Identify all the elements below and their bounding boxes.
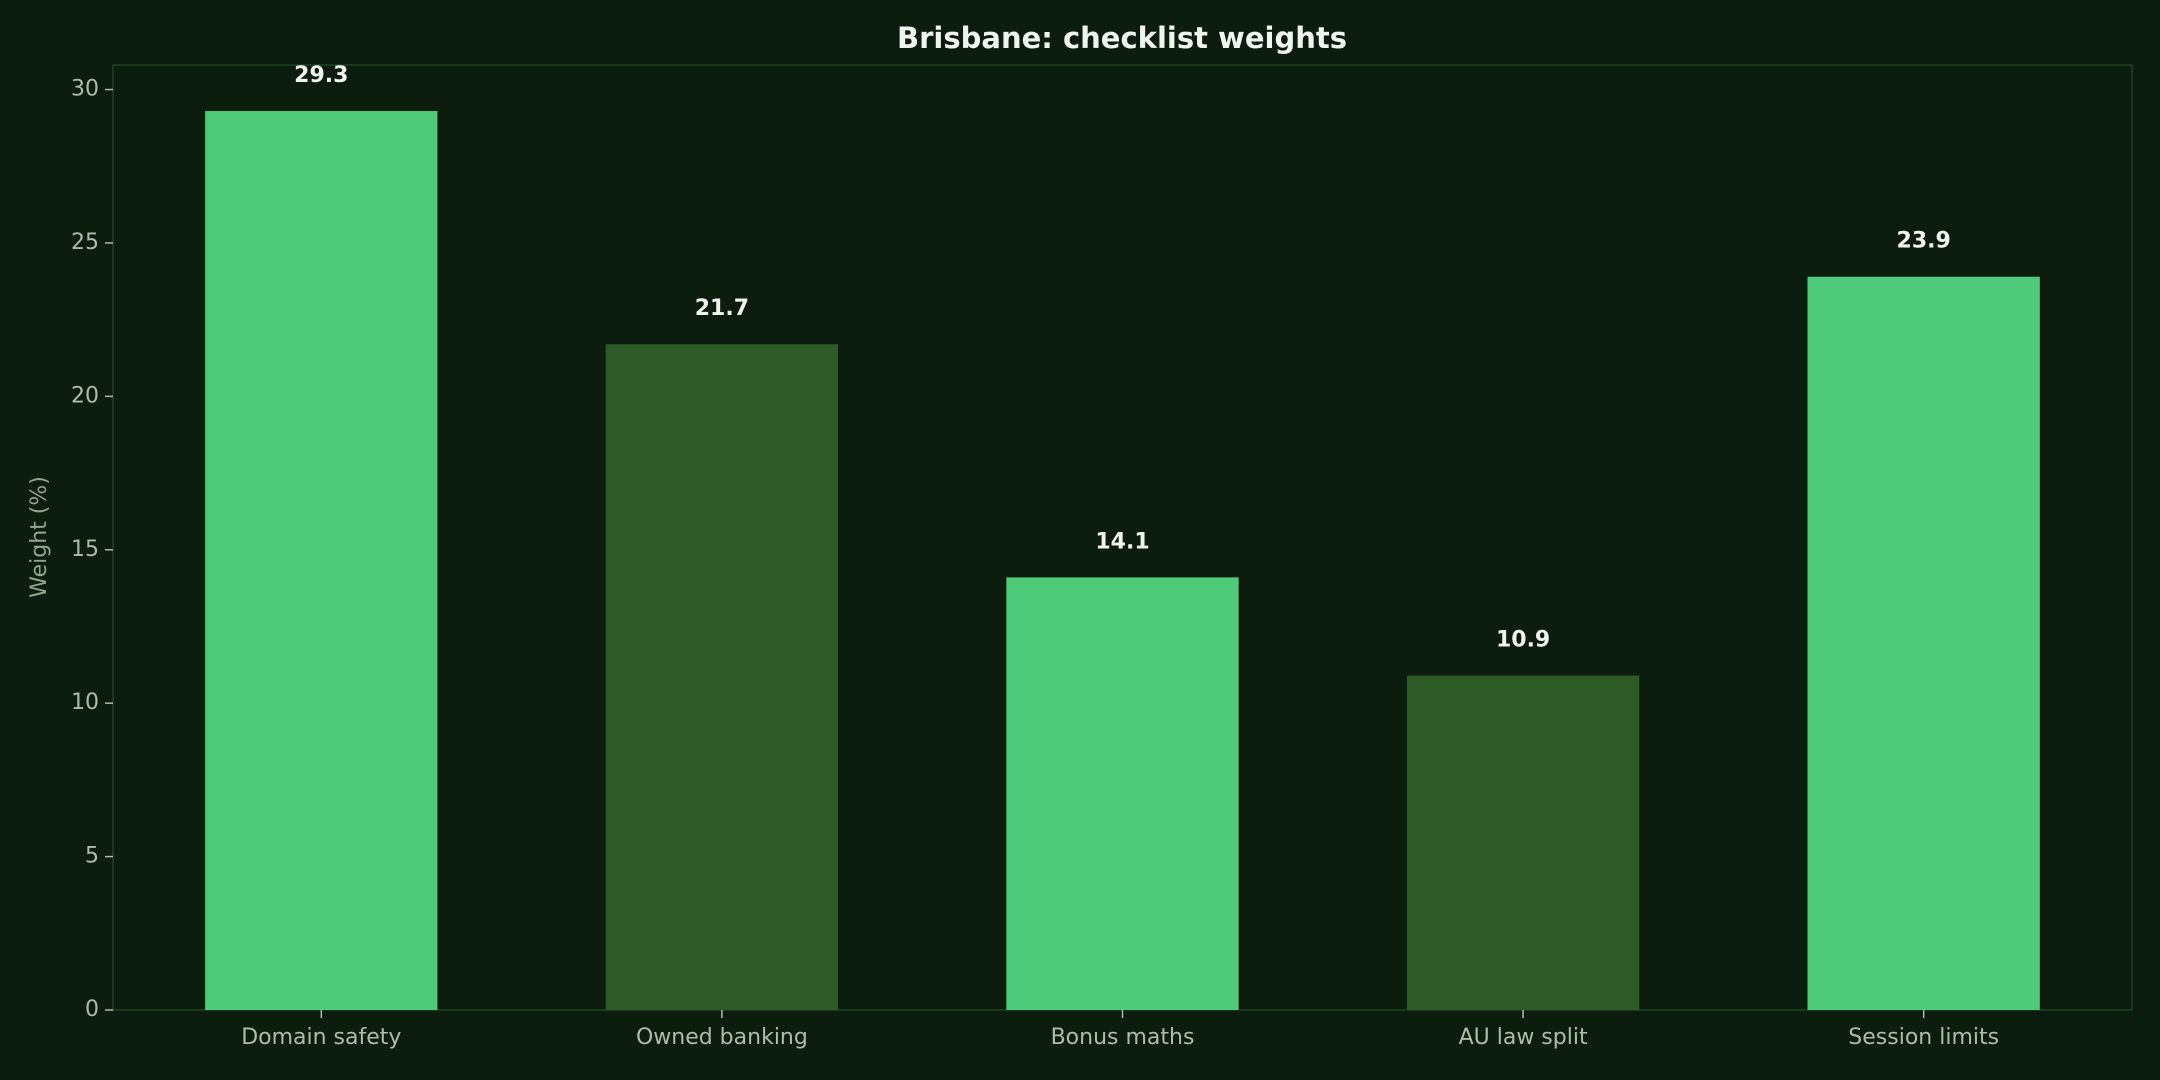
chart-title: Brisbane: checklist weights: [897, 21, 1347, 55]
y-tick-label: 30: [71, 77, 99, 102]
value-label: 10.9: [1496, 628, 1550, 653]
bar: [1807, 276, 2040, 1010]
y-axis-label: Weight (%): [27, 476, 52, 598]
x-tick-label: AU law split: [1459, 1025, 1588, 1050]
y-tick-label: 20: [71, 383, 99, 408]
bar: [1406, 675, 1640, 1010]
value-label: 21.7: [695, 296, 749, 321]
bar: [1006, 577, 1239, 1010]
value-label: 29.3: [294, 63, 348, 88]
value-label: 14.1: [1095, 529, 1149, 554]
y-tick-label: 10: [71, 690, 99, 715]
bar: [205, 111, 438, 1011]
y-tick-label: 0: [85, 997, 99, 1022]
bar: [605, 344, 839, 1010]
y-tick-label: 15: [71, 537, 99, 562]
y-tick-label: 5: [85, 844, 99, 869]
value-label: 23.9: [1897, 229, 1951, 254]
y-tick-label: 25: [71, 230, 99, 255]
x-tick-label: Session limits: [1848, 1025, 1999, 1050]
x-tick-label: Bonus maths: [1051, 1025, 1195, 1050]
x-tick-label: Owned banking: [636, 1025, 808, 1050]
x-tick-label: Domain safety: [241, 1025, 401, 1050]
